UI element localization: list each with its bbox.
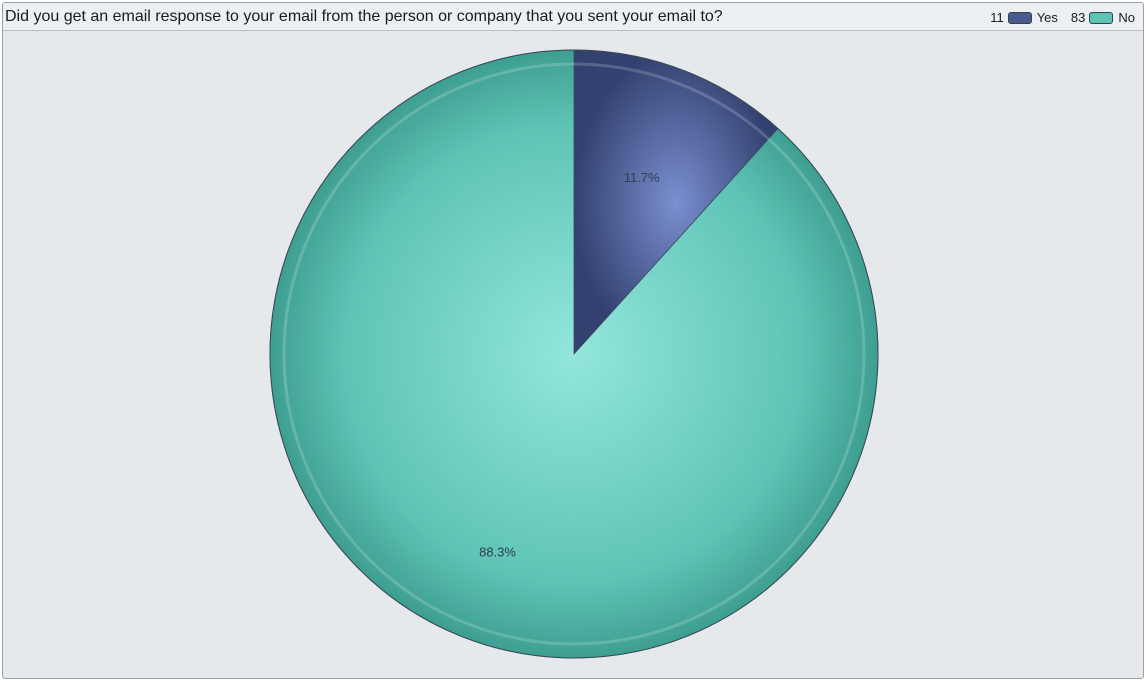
legend-count-yes: 11 <box>990 10 1004 25</box>
chart-header: Did you get an email response to your em… <box>3 3 1143 31</box>
pie-rim <box>282 62 866 646</box>
chart-area: 11.7% 88.3% <box>3 31 1143 678</box>
legend-label-no: No <box>1118 10 1135 25</box>
pie-edge <box>269 49 879 659</box>
pie-chart: 11.7% 88.3% <box>269 49 879 659</box>
slice-label-no: 88.3% <box>479 545 516 560</box>
pie-slice-no <box>269 49 879 659</box>
chart-title: Did you get an email response to your em… <box>5 8 723 25</box>
legend-item-no: 83 No <box>1071 10 1135 25</box>
legend-swatch-yes <box>1007 11 1032 24</box>
legend-swatch-no <box>1089 11 1114 24</box>
slice-label-yes: 11.7% <box>624 170 660 185</box>
legend-item-yes: 11 Yes <box>990 10 1058 25</box>
legend-label-yes: Yes <box>1036 10 1058 25</box>
legend-count-no: 83 <box>1070 10 1086 25</box>
legend: 11 Yes 83 No <box>977 10 1135 25</box>
